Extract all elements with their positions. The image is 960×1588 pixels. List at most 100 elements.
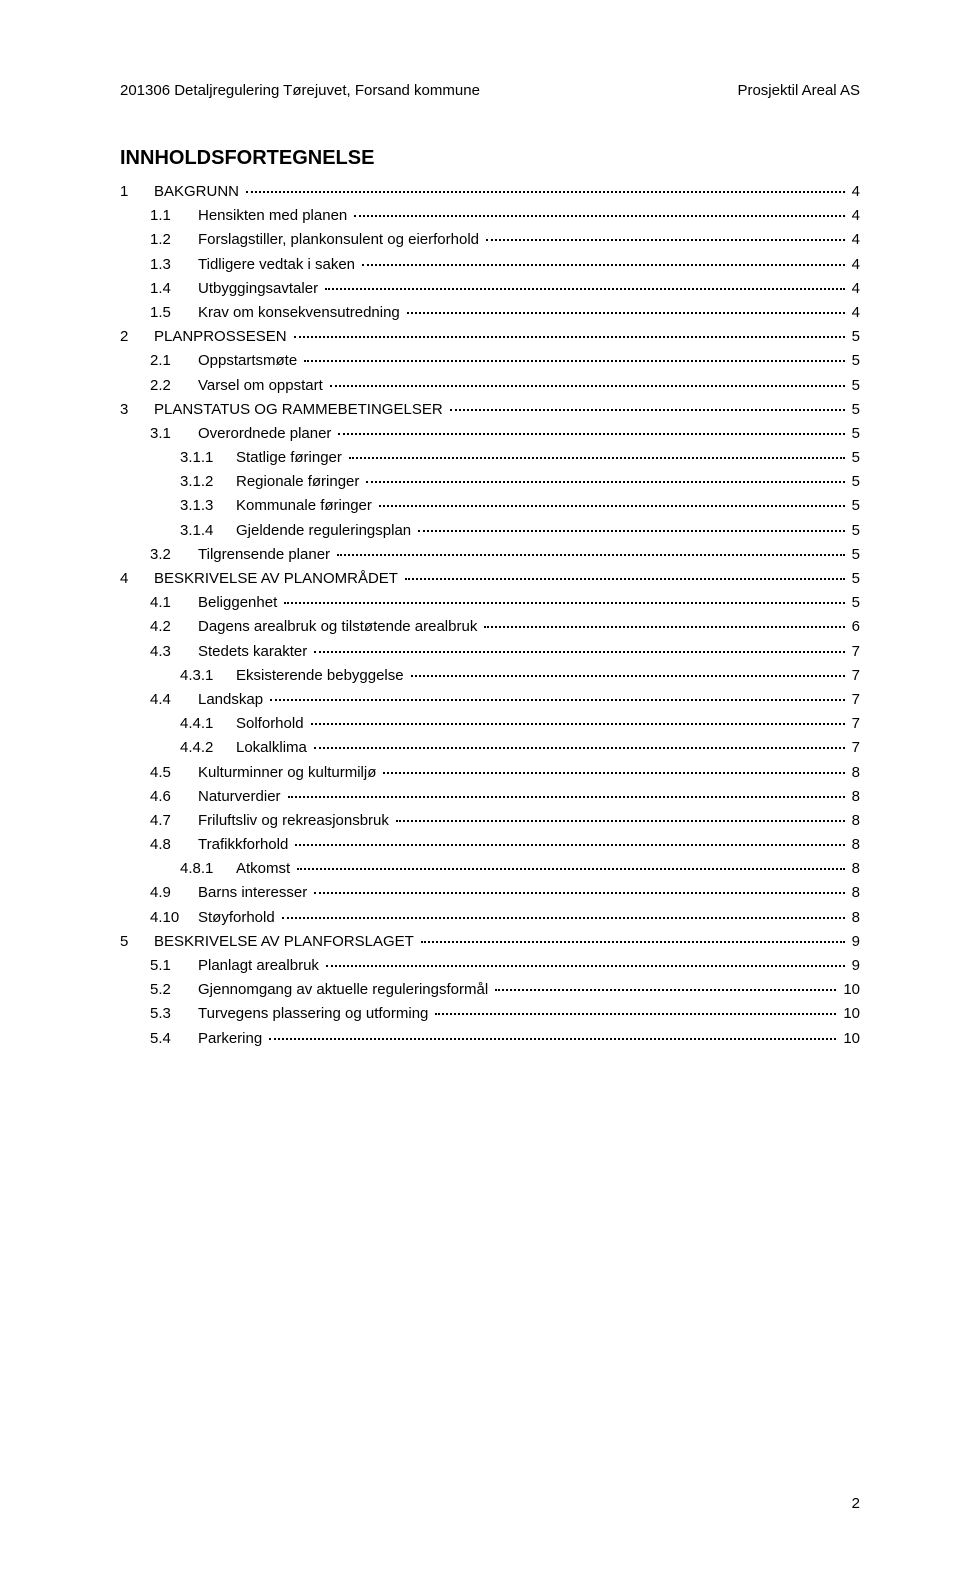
toc-entry-label: Planlagt arealbruk [198,958,323,973]
toc-entry-page: 4 [848,208,860,223]
toc-entry-number: 4.7 [150,813,198,828]
toc-entry: 2PLANPROSSESEN5 [120,329,860,344]
toc-entry-number: 4.9 [150,885,198,900]
toc-entry-page: 5 [848,353,860,368]
toc-entry-label: BESKRIVELSE AV PLANFORSLAGET [154,934,418,949]
toc-entry: 1BAKGRUNN4 [120,184,860,199]
toc-leader-dots [383,772,844,774]
toc-entry-page: 7 [848,692,860,707]
toc-entry-number: 4.4.1 [180,716,236,731]
toc-entry-label: Gjeldende reguleringsplan [236,523,415,538]
toc-entry-page: 10 [839,1006,860,1021]
toc-entry: 3PLANSTATUS OG RAMMEBETINGELSER5 [120,402,860,417]
toc-entry-label: Gjennomgang av aktuelle reguleringsformå… [198,982,492,997]
toc-entry-label: Tidligere vedtak i saken [198,257,359,272]
toc-entry-number: 2 [120,329,154,344]
toc-leader-dots [484,626,844,628]
toc-entry-page: 5 [848,474,860,489]
toc-entry: 5BESKRIVELSE AV PLANFORSLAGET9 [120,934,860,949]
toc-entry: 4.7Friluftsliv og rekreasjonsbruk 8 [120,813,860,828]
toc-entry-number: 4.4.2 [180,740,236,755]
toc-entry: 5.3Turvegens plassering og utforming10 [120,1006,860,1021]
toc-leader-dots [294,336,845,338]
toc-entry: 3.2Tilgrensende planer5 [120,547,860,562]
toc-entry-number: 5 [120,934,154,949]
toc-entry-number: 5.2 [150,982,198,997]
toc-leader-dots [282,917,845,919]
toc-leader-dots [435,1013,836,1015]
toc-entry-number: 3.2 [150,547,198,562]
toc-entry: 4.4.2Lokalklima7 [120,740,860,755]
toc-leader-dots [379,505,845,507]
toc-entry-page: 4 [848,184,860,199]
toc-entry-label: Dagens arealbruk og tilstøtende arealbru… [198,619,481,634]
toc-leader-dots [269,1038,836,1040]
toc-entry-page: 8 [848,789,860,804]
toc-entry-page: 8 [848,885,860,900]
toc-leader-dots [486,239,845,241]
toc-entry: 4.6Naturverdier8 [120,789,860,804]
toc-leader-dots [337,554,845,556]
toc-entry: 3.1.2Regionale føringer5 [120,474,860,489]
toc-leader-dots [288,796,845,798]
toc-entry-page: 8 [848,765,860,780]
toc-entry-page: 5 [848,426,860,441]
toc-entry: 4BESKRIVELSE AV PLANOMRÅDET5 [120,571,860,586]
toc-leader-dots [405,578,845,580]
toc-entry-label: Friluftsliv og rekreasjonsbruk [198,813,393,828]
toc-leader-dots [246,191,845,193]
toc-leader-dots [304,360,844,362]
toc-entry: 3.1Overordnede planer5 [120,426,860,441]
toc-entry-number: 4.4 [150,692,198,707]
toc-entry-number: 4.6 [150,789,198,804]
toc-leader-dots [411,675,845,677]
toc-entry-page: 8 [848,910,860,925]
toc-entry-label: Kulturminner og kulturmiljø [198,765,380,780]
toc-entry-page: 5 [848,571,860,586]
toc-entry-label: Varsel om oppstart [198,378,327,393]
toc-entry-page: 4 [848,232,860,247]
toc-entry-label: PLANSTATUS OG RAMMEBETINGELSER [154,402,447,417]
header-left: 201306 Detaljregulering Tørejuvet, Forsa… [120,82,480,99]
toc-entry: 4.9Barns interesser 8 [120,885,860,900]
toc-entry-number: 1.5 [150,305,198,320]
toc-entry-number: 5.1 [150,958,198,973]
toc-entry-label: Støyforhold [198,910,279,925]
toc-leader-dots [450,409,845,411]
toc-entry-label: Barns interesser [198,885,311,900]
toc-entry: 4.1Beliggenhet5 [120,595,860,610]
toc-entry-page: 5 [848,595,860,610]
toc-entry-page: 8 [848,813,860,828]
toc-leader-dots [295,844,844,846]
toc-entry-number: 4.5 [150,765,198,780]
toc-entry-number: 1.1 [150,208,198,223]
toc-entry: 4.3.1Eksisterende bebyggelse7 [120,668,860,683]
toc-entry-number: 3.1 [150,426,198,441]
toc-entry-label: Krav om konsekvensutredning [198,305,404,320]
toc-entry-label: Lokalklima [236,740,311,755]
toc-leader-dots [366,481,844,483]
toc-entry-label: Forslagstiller, plankonsulent og eierfor… [198,232,483,247]
toc-entry-page: 5 [848,498,860,513]
toc-leader-dots [362,264,845,266]
toc-entry-page: 5 [848,378,860,393]
document-page: 201306 Detaljregulering Tørejuvet, Forsa… [0,0,960,1046]
toc-entry-label: Eksisterende bebyggelse [236,668,408,683]
toc-entry-page: 7 [848,668,860,683]
toc-entry-label: PLANPROSSESEN [154,329,291,344]
toc-entry-label: Stedets karakter [198,644,311,659]
toc-entry: 2.2Varsel om oppstart5 [120,378,860,393]
toc-entry: 5.1Planlagt arealbruk9 [120,958,860,973]
toc-entry-label: BAKGRUNN [154,184,243,199]
toc-entry-page: 5 [848,450,860,465]
toc-entry-label: Trafikkforhold [198,837,292,852]
toc-leader-dots [495,989,836,991]
toc-leader-dots [284,602,844,604]
toc-entry-number: 4.10 [150,910,198,925]
toc-entry-page: 4 [848,281,860,296]
toc-leader-dots [325,288,845,290]
toc-entry: 4.3Stedets karakter7 [120,644,860,659]
toc-entry-label: Parkering [198,1031,266,1046]
toc-entry-page: 5 [848,547,860,562]
toc-leader-dots [396,820,845,822]
